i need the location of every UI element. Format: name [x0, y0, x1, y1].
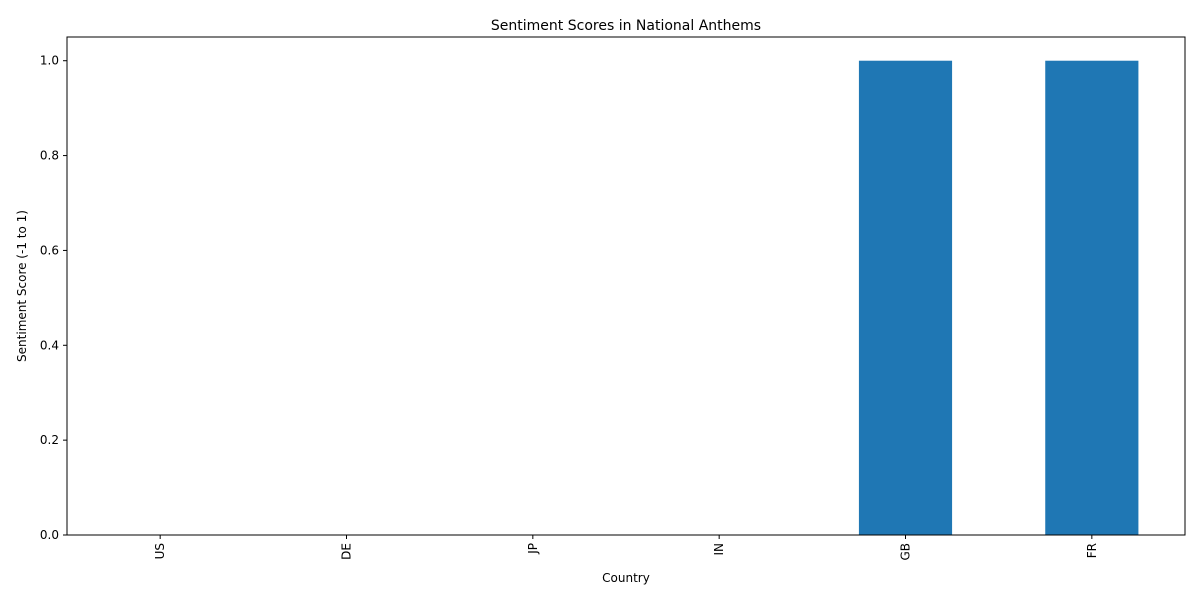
y-tick-label: 0.4	[40, 338, 59, 352]
x-tick-label-de: DE	[340, 543, 354, 560]
x-axis-label: Country	[602, 571, 650, 585]
bar-gb	[858, 60, 953, 535]
chart-title: Sentiment Scores in National Anthems	[491, 18, 761, 34]
y-tick-label: 0.8	[40, 149, 59, 163]
x-tick-label-in: IN	[712, 543, 726, 556]
x-tick-label-us: US	[153, 543, 167, 559]
x-tick-label-fr: FR	[1085, 543, 1099, 558]
bar-fr	[1045, 60, 1139, 535]
x-tick-label-jp: JP	[526, 543, 540, 555]
plot-frame	[66, 36, 1186, 536]
plot-area: 0.0 0.2 0.4 0.6 0.8 1.0 US DE JP IN GB FR	[40, 36, 1186, 561]
y-tick-label: 0.0	[40, 528, 59, 542]
y-tick-label: 0.2	[40, 433, 59, 447]
x-tick-label-gb: GB	[899, 543, 913, 561]
y-tick-label: 1.0	[40, 54, 59, 68]
y-axis-label: Sentiment Score (-1 to 1)	[15, 210, 29, 362]
y-tick-label: 0.6	[40, 243, 59, 257]
